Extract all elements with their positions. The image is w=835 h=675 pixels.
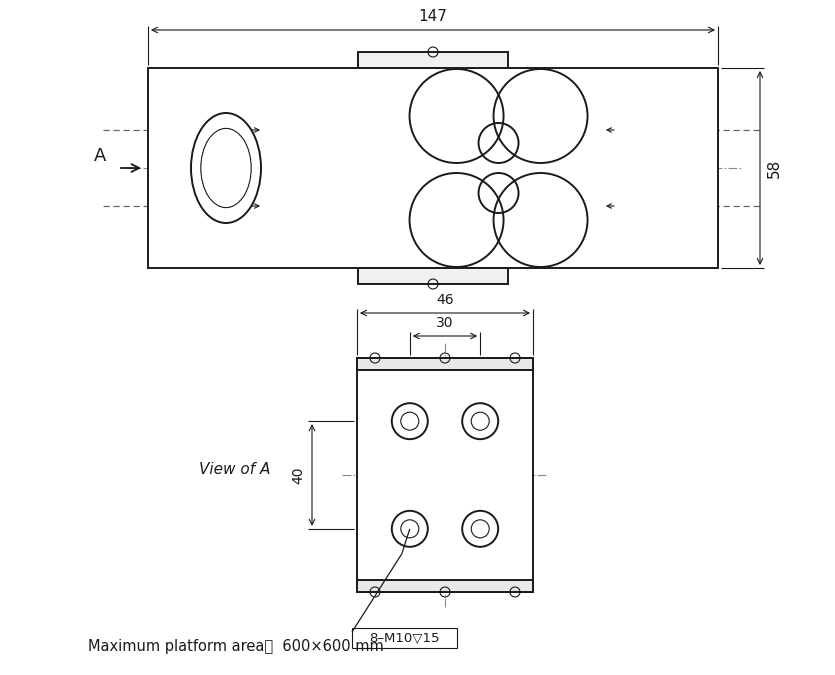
Bar	[357, 580, 533, 592]
Text: A: A	[94, 147, 106, 165]
Bar	[358, 268, 508, 284]
Text: 40: 40	[291, 466, 305, 484]
Text: 30: 30	[436, 316, 453, 330]
Text: 147: 147	[418, 9, 448, 24]
Text: 58: 58	[767, 159, 782, 178]
Text: 8–M10▽15: 8–M10▽15	[369, 632, 440, 645]
Bar	[357, 358, 533, 592]
Text: Maximum platform area：  600×600 mm: Maximum platform area： 600×600 mm	[88, 639, 384, 655]
Text: View of A: View of A	[200, 462, 271, 477]
Bar	[357, 358, 533, 370]
Text: 46: 46	[436, 293, 453, 307]
Bar	[148, 68, 718, 268]
Bar	[358, 52, 508, 68]
Bar	[352, 628, 457, 648]
